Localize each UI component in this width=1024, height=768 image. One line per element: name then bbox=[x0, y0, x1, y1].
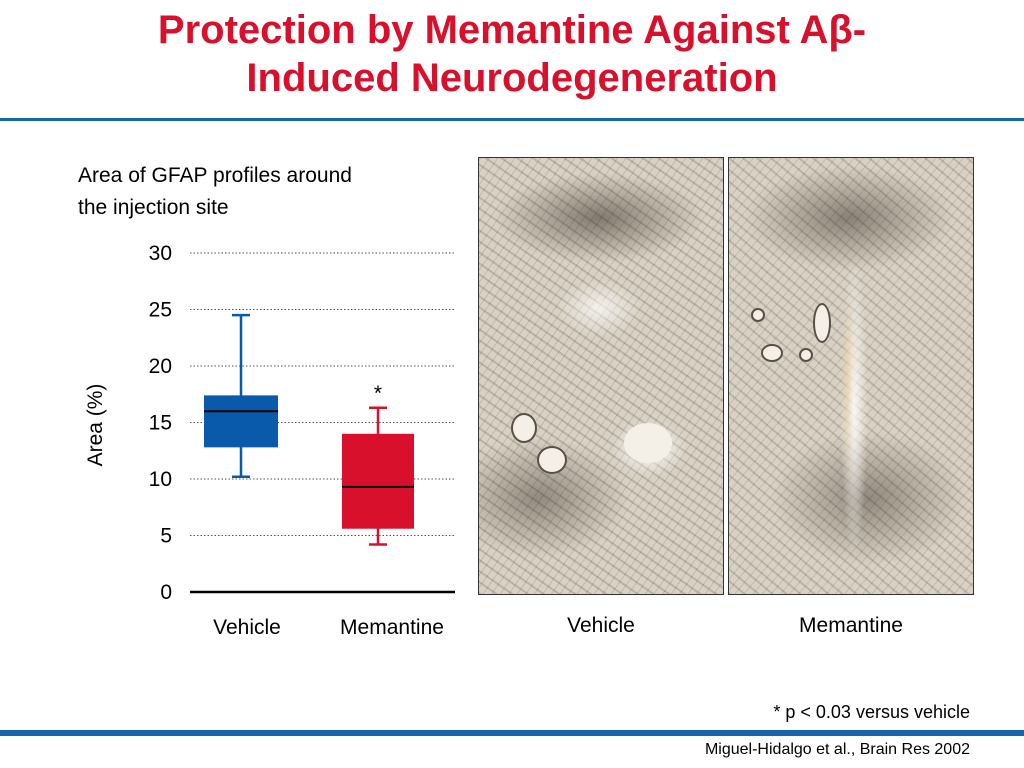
title-line-1: Protection by Memantine Against Aβ- bbox=[157, 8, 867, 52]
vessel-marker bbox=[511, 413, 537, 443]
micrograph-vehicle bbox=[478, 157, 724, 595]
vessel-marker bbox=[813, 303, 831, 343]
y-tick-label: 0 bbox=[160, 581, 172, 604]
y-tick-label: 30 bbox=[149, 242, 172, 265]
vessel-marker bbox=[761, 344, 783, 362]
box-memantine: * bbox=[342, 382, 414, 546]
iqr-box bbox=[342, 433, 414, 529]
x-category-label: Vehicle bbox=[213, 616, 281, 639]
slide-title: Protection by Memantine Against Aβ- Indu… bbox=[0, 6, 1024, 102]
x-category-label: Memantine bbox=[340, 616, 444, 639]
vessel-marker bbox=[537, 446, 567, 474]
chart-caption-line-1: Area of GFAP profiles around bbox=[78, 164, 352, 187]
iqr-box bbox=[204, 395, 278, 448]
vessel-marker bbox=[799, 348, 813, 362]
y-tick-label: 25 bbox=[149, 299, 172, 322]
y-tick-label: 20 bbox=[149, 355, 172, 378]
significance-marker: * bbox=[374, 382, 382, 405]
title-line-2: Induced Neurodegeneration bbox=[246, 56, 778, 100]
y-tick-label: 5 bbox=[160, 525, 172, 548]
citation: Miguel-Hidalgo et al., Brain Res 2002 bbox=[704, 741, 970, 758]
y-tick-label: 10 bbox=[149, 468, 172, 491]
significance-footnote: * p < 0.03 versus vehicle bbox=[773, 702, 970, 722]
y-tick-label: 15 bbox=[149, 412, 172, 435]
box-plot-chart: 0 5 10 15 20 25 30 * Vehicle Memantine Area (%) bbox=[84, 242, 455, 639]
vessel-marker bbox=[751, 308, 765, 322]
box-series: * bbox=[204, 313, 414, 546]
footer-divider bbox=[0, 730, 1024, 736]
vessel-marker bbox=[624, 423, 672, 463]
title-divider bbox=[0, 118, 1024, 121]
micrograph-memantine bbox=[728, 157, 974, 595]
box-vehicle bbox=[204, 313, 278, 478]
chart-caption: Area of GFAP profiles around the injecti… bbox=[78, 160, 438, 224]
y-axis-title: Area (%) bbox=[84, 384, 107, 467]
x-category-labels: Vehicle Memantine bbox=[213, 616, 444, 639]
micrograph-label-memantine: Memantine bbox=[799, 614, 903, 637]
chart-caption-line-2: the injection site bbox=[78, 196, 229, 219]
y-tick-labels: 0 5 10 15 20 25 30 bbox=[149, 242, 172, 604]
micrograph-label-vehicle: Vehicle bbox=[567, 614, 635, 637]
